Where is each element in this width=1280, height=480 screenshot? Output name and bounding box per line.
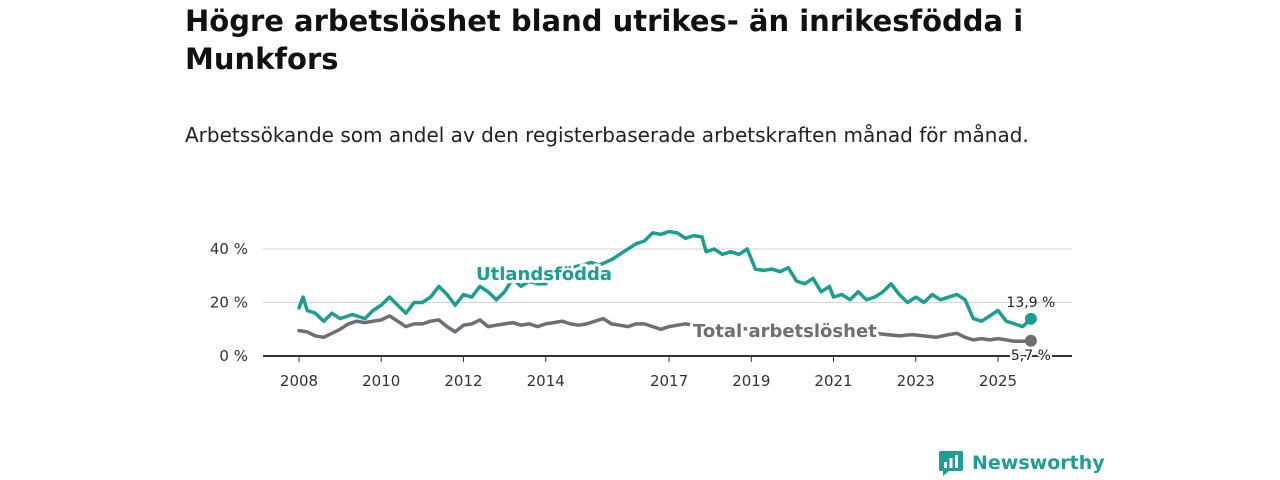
x-tick-label: 2021: [814, 372, 852, 390]
end-value-total: 5,7 %: [1011, 348, 1051, 364]
gridlines: [263, 248, 1072, 357]
series-label-total: Total arbetslöshet: [693, 321, 877, 342]
x-tick-label: 2012: [444, 372, 482, 390]
y-axis-ticks: 0 % 20 % 40 %: [210, 240, 248, 365]
x-tick-label: 2019: [732, 372, 770, 390]
series-lines: [297, 229, 1037, 347]
series-labels: Utlandsfödda Total arbetslöshet 13,9 % 5,7 …: [473, 261, 1055, 366]
chart-subtitle: Arbetssökande som andel av den registerb…: [185, 123, 1029, 147]
chart-title: Högre arbetslöshet bland utrikes- än inr…: [185, 4, 1024, 76]
x-tick-label: 2014: [527, 372, 565, 390]
end-point-utlandsfodda: [1024, 312, 1037, 325]
x-tick-label: 2025: [979, 372, 1017, 390]
y-tick-label: 40 %: [210, 240, 248, 258]
y-tick-label: 0 %: [219, 347, 248, 365]
end-point-total-arbetsloshet: [1024, 334, 1037, 347]
x-tick-label: 2017: [650, 372, 688, 390]
series-line-total-arbetsloshet: [297, 314, 1033, 344]
series-line-utlandsfodda: [297, 229, 1033, 329]
x-tick-label: 2010: [362, 372, 400, 390]
x-tick-label: 2023: [897, 372, 935, 390]
newsworthy-logo-icon: [939, 451, 963, 476]
y-tick-label: 20 %: [210, 294, 248, 312]
series-label-utlandsfodda: Utlandsfödda: [476, 264, 612, 285]
end-value-utlandsfodda: 13,9 %: [1006, 295, 1055, 311]
brand-logo[interactable]: Newsworthy: [938, 448, 1105, 478]
brand-name: Newsworthy: [972, 452, 1105, 474]
x-tick-label: 2008: [280, 372, 318, 390]
x-axis-ticks: 2008 2010 2012 2014 2017 2019 2021 2023 2025: [280, 356, 1017, 390]
